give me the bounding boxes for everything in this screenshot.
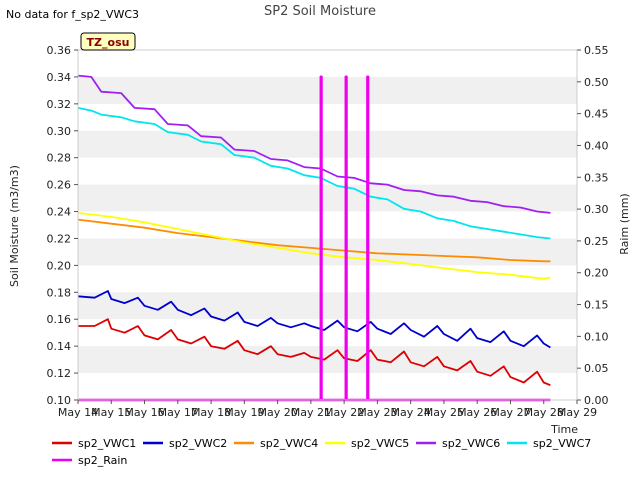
y-tick-label: 0.34: [47, 71, 72, 84]
y2-tick-label: 0.35: [584, 171, 609, 184]
y-tick-label: 0.22: [47, 232, 72, 245]
x-tick-label: May 24: [391, 406, 431, 419]
x-tick-label: May 23: [357, 406, 397, 419]
x-tick-label: May 18: [191, 406, 231, 419]
legend-item: sp2_VWC7: [507, 437, 591, 450]
y2-tick-label: 0.50: [584, 76, 609, 89]
grid-band: [78, 238, 577, 266]
grid-bands: [78, 50, 577, 400]
y-tick-label: 0.26: [47, 179, 72, 192]
y2-tick-label: 0.15: [584, 299, 609, 312]
series-line-sp2-vwc1: [78, 318, 551, 387]
y2-tick-label: 0.45: [584, 108, 609, 121]
y-tick-label: 0.36: [47, 44, 72, 57]
grid-band: [78, 130, 577, 158]
x-tick-label: May 26: [457, 406, 497, 419]
y-tick-label: 0.24: [47, 206, 72, 219]
x-tick-label: May 22: [324, 406, 364, 419]
y-tick-label: 0.32: [47, 98, 72, 111]
x-tick-label: May 15: [91, 406, 131, 419]
plot-frame: [77, 49, 578, 401]
legend-item: sp2_VWC6: [416, 437, 500, 450]
y2-axis-ticks: 0.00 0.05 0.10 0.15 0.20 0.25 0.30 0.35 0.40 0.45…: [577, 44, 609, 407]
y-tick-label: 0.14: [47, 340, 72, 353]
y-tick-label: 0.12: [47, 367, 72, 380]
x-tick-label: May 20: [257, 406, 297, 419]
legend-label: sp2_VWC2: [169, 437, 227, 450]
y2-tick-label: 0.30: [584, 203, 609, 216]
y-tick-label: 0.28: [47, 152, 72, 165]
legend-label: sp2_Rain: [78, 454, 127, 467]
x-tick-label: May 28: [524, 406, 564, 419]
y-tick-label: 0.10: [47, 394, 72, 407]
station-badge: TZ_osu: [80, 32, 136, 51]
series-line-sp2-vwc6: [77, 74, 551, 214]
x-axis-label: Time: [550, 423, 578, 436]
x-tick-label: May 17: [158, 406, 198, 419]
series-line-sp2-vwc2: [77, 290, 551, 349]
legend-label: sp2_VWC1: [78, 437, 136, 450]
x-tick-label: May 14: [58, 406, 98, 419]
station-badge-label: TZ_osu: [87, 36, 130, 49]
x-tick-label: May 16: [124, 406, 164, 419]
y2-tick-label: 0.25: [584, 235, 609, 248]
no-data-note: No data for f_sp2_VWC3: [6, 8, 139, 21]
series-layer: [77, 74, 551, 402]
grid-band: [78, 346, 577, 374]
y-axis-label: Soil Moisture (m3/m3): [8, 165, 21, 287]
series-line-sp2-rain: [78, 75, 551, 402]
legend-label: sp2_VWC7: [533, 437, 591, 450]
y2-axis-label: Raim (mm): [618, 193, 631, 254]
legend-label: sp2_VWC4: [260, 437, 318, 450]
x-tick-label: May 21: [291, 406, 331, 419]
series-line-sp2-vwc7: [77, 107, 551, 240]
x-tick-label: May 25: [424, 406, 464, 419]
y2-tick-label: 0.10: [584, 330, 609, 343]
y-tick-label: 0.18: [47, 286, 72, 299]
y2-tick-label: 0.20: [584, 267, 609, 280]
x-tick-label: May 19: [224, 406, 264, 419]
series-line-sp2-vwc5: [77, 212, 551, 280]
x-tick-label: May 29: [557, 406, 597, 419]
y2-tick-label: 0.40: [584, 139, 609, 152]
x-tick-label: May 27: [490, 406, 530, 419]
legend-item: sp2_VWC2: [143, 437, 227, 450]
y-tick-label: 0.16: [47, 313, 72, 326]
legend-item: sp2_VWC5: [325, 437, 409, 450]
legend: sp2_VWC1 sp2_VWC2 sp2_VWC4 sp2_VWC5 sp2_VWC6…: [52, 437, 591, 467]
y-tick-label: 0.30: [47, 125, 72, 138]
y2-tick-label: 0.05: [584, 362, 609, 375]
legend-item: sp2_VWC4: [234, 437, 318, 450]
grid-band: [78, 292, 577, 320]
series-line-sp2-vwc4: [77, 218, 551, 263]
y-axis-ticks: 0.10 0.12 0.14 0.16 0.18 0.20 0.22 0.24 0.26 0.28…: [47, 44, 78, 407]
legend-label: sp2_VWC6: [442, 437, 500, 450]
grid-band: [78, 184, 577, 212]
legend-label: sp2_VWC5: [351, 437, 409, 450]
grid-band: [78, 76, 577, 104]
chart-title: SP2 Soil Moisture: [264, 4, 376, 19]
y2-tick-label: 0.00: [584, 394, 609, 407]
legend-item: sp2_Rain: [52, 454, 127, 467]
y2-tick-label: 0.55: [584, 44, 609, 57]
y-tick-label: 0.20: [47, 259, 72, 272]
legend-item: sp2_VWC1: [52, 437, 136, 450]
